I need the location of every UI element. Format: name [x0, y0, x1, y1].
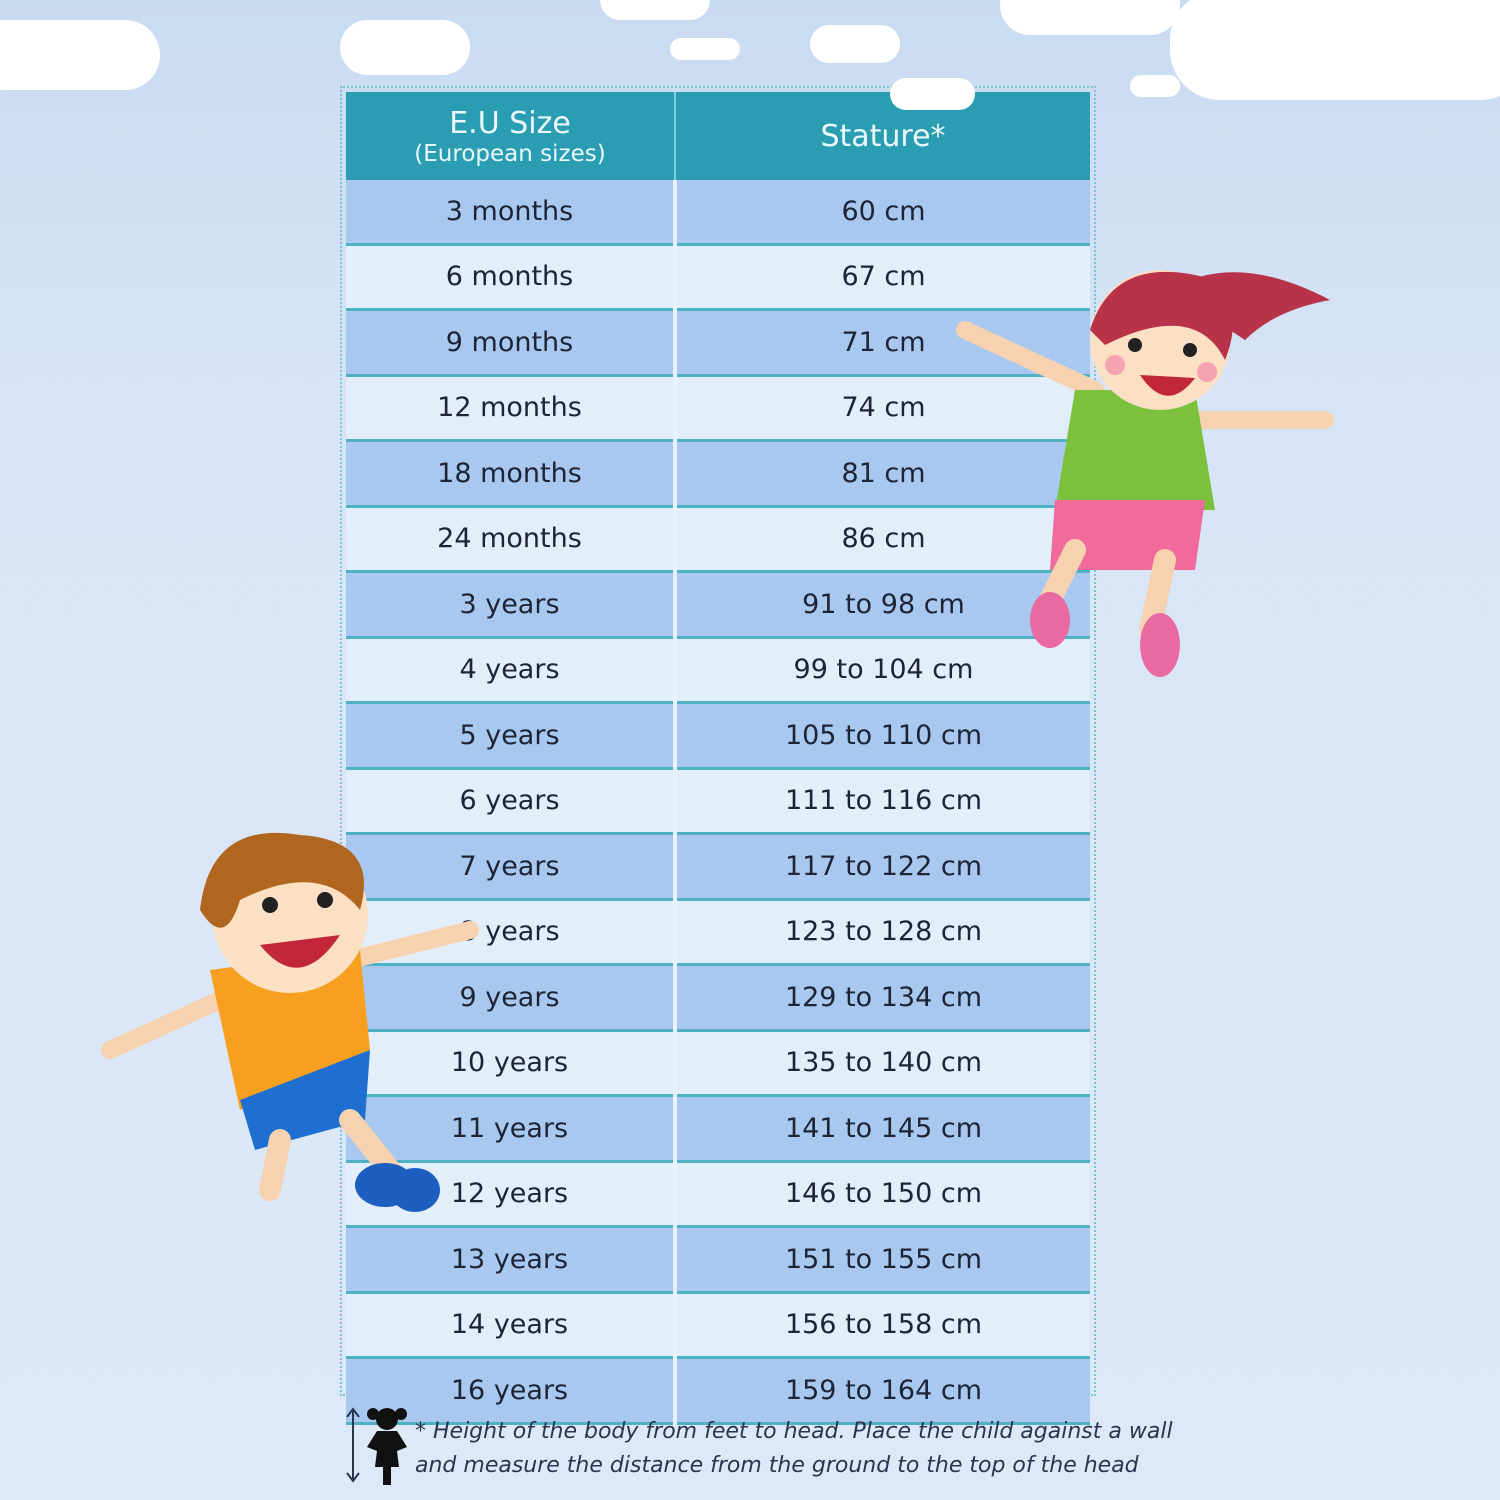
table-row: 7 years 117 to 122 cm	[346, 833, 1090, 901]
stature-cell: 74 cm	[675, 375, 1090, 442]
footnote-line-1: * Height of the body from feet to head. …	[415, 1419, 1173, 1444]
table-row: 13 years 151 to 155 cm	[346, 1226, 1090, 1294]
size-cell: 3 years	[346, 571, 677, 639]
stature-cell: 135 to 140 cm	[675, 1030, 1090, 1097]
table-row: 18 months 81 cm	[346, 440, 1090, 508]
stature-cell: 81 cm	[675, 440, 1090, 508]
size-cell: 18 months	[346, 440, 677, 508]
table-row: 10 years 135 to 140 cm	[346, 1030, 1090, 1097]
footnote-line-2: and measure the distance from the ground…	[415, 1453, 1139, 1478]
size-cell: 13 years	[346, 1226, 677, 1294]
table-row: 3 months 60 cm	[346, 180, 1090, 246]
table-row: 5 years 105 to 110 cm	[346, 702, 1090, 770]
stature-cell: 156 to 158 cm	[675, 1292, 1090, 1359]
cloud	[600, 0, 710, 20]
size-cell: 24 months	[346, 506, 677, 573]
table-row: 6 years 111 to 116 cm	[346, 768, 1090, 835]
cloud	[340, 20, 470, 75]
table-row: 14 years 156 to 158 cm	[346, 1292, 1090, 1359]
table-row: 8 years 123 to 128 cm	[346, 899, 1090, 966]
table-row: 24 months 86 cm	[346, 506, 1090, 573]
size-cell: 6 months	[346, 244, 677, 311]
stature-cell: 67 cm	[675, 244, 1090, 311]
header-eu-size: E.U Size (European sizes)	[346, 92, 676, 180]
cloud	[810, 25, 900, 63]
size-cell: 6 years	[346, 768, 677, 835]
stature-cell: 141 to 145 cm	[675, 1095, 1090, 1163]
cloud	[1000, 0, 1180, 35]
size-cell: 9 years	[346, 964, 677, 1032]
cloud	[670, 38, 740, 60]
size-cell: 7 years	[346, 833, 677, 901]
size-cell: 9 months	[346, 309, 677, 377]
table-row: 4 years 99 to 104 cm	[346, 637, 1090, 704]
stature-cell: 99 to 104 cm	[675, 637, 1090, 704]
stature-cell: 123 to 128 cm	[675, 899, 1090, 966]
table-row: 9 years 129 to 134 cm	[346, 964, 1090, 1032]
stature-cell: 60 cm	[675, 180, 1090, 246]
table-row: 3 years 91 to 98 cm	[346, 571, 1090, 639]
stature-cell: 151 to 155 cm	[675, 1226, 1090, 1294]
stature-cell: 129 to 134 cm	[675, 964, 1090, 1032]
cloud	[1170, 0, 1500, 100]
table-row: 6 months 67 cm	[346, 244, 1090, 311]
stature-cell: 105 to 110 cm	[675, 702, 1090, 770]
stature-cell: 91 to 98 cm	[675, 571, 1090, 639]
size-cell: 5 years	[346, 702, 677, 770]
stature-cell: 146 to 150 cm	[675, 1161, 1090, 1228]
table-row: 11 years 141 to 145 cm	[346, 1095, 1090, 1163]
table-header: E.U Size (European sizes) Stature*	[346, 92, 1090, 180]
size-cell: 3 months	[346, 180, 677, 246]
stature-cell: 86 cm	[675, 506, 1090, 573]
girl-illustration	[956, 270, 1334, 677]
cloud	[0, 20, 160, 90]
stature-cell: 117 to 122 cm	[675, 833, 1090, 901]
header-eu-size-label: E.U Size	[449, 105, 571, 141]
size-cell: 12 months	[346, 375, 677, 442]
table-row: 12 months 74 cm	[346, 375, 1090, 442]
cloud	[1130, 75, 1180, 97]
child-silhouette-icon	[367, 1408, 407, 1485]
stature-cell: 111 to 116 cm	[675, 768, 1090, 835]
size-cell: 11 years	[346, 1095, 677, 1163]
footnote: * Height of the body from feet to head. …	[345, 1405, 1195, 1485]
height-arrow-icon	[346, 1407, 360, 1483]
size-cell: 4 years	[346, 637, 677, 704]
size-chart-table: E.U Size (European sizes) Stature* 3 mont…	[346, 92, 1090, 1425]
stature-cell: 159 to 164 cm	[675, 1357, 1090, 1425]
boy-illustration	[101, 832, 479, 1212]
header-eu-size-sub: (European sizes)	[414, 140, 606, 167]
size-cell: 14 years	[346, 1292, 677, 1359]
header-stature: Stature*	[675, 92, 1090, 180]
cloud	[890, 78, 975, 110]
size-cell: 10 years	[346, 1030, 677, 1097]
footnote-text: * Height of the body from feet to head. …	[415, 1415, 1173, 1483]
